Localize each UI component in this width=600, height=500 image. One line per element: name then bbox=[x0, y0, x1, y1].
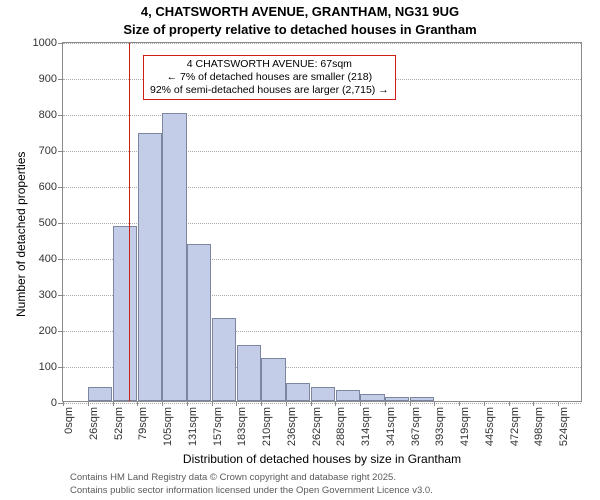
annotation-line: 4 CHATSWORTH AVENUE: 67sqm bbox=[150, 58, 389, 71]
bar bbox=[113, 226, 137, 401]
x-tick-label: 52sqm bbox=[113, 407, 125, 440]
bar bbox=[261, 358, 285, 401]
y-tick-label: 200 bbox=[39, 325, 63, 337]
x-tick-label: 79sqm bbox=[137, 407, 149, 440]
plot-area: 010020030040050060070080090010000sqm26sq… bbox=[62, 42, 582, 402]
x-tick-label: 26sqm bbox=[88, 407, 100, 440]
y-tick-label: 600 bbox=[39, 181, 63, 193]
bar bbox=[88, 387, 112, 401]
x-tick bbox=[187, 401, 188, 406]
bar bbox=[187, 244, 211, 401]
x-tick bbox=[286, 401, 287, 406]
bar bbox=[162, 113, 186, 401]
x-tick-label: 105sqm bbox=[162, 407, 174, 446]
x-tick bbox=[236, 401, 237, 406]
x-tick bbox=[212, 401, 213, 406]
x-tick-label: 419sqm bbox=[459, 407, 471, 446]
x-tick bbox=[385, 401, 386, 406]
x-tick-label: 236sqm bbox=[286, 407, 298, 446]
x-tick bbox=[311, 401, 312, 406]
bar bbox=[385, 397, 409, 401]
chart-title-line2: Size of property relative to detached ho… bbox=[0, 22, 600, 37]
y-tick-label: 900 bbox=[39, 73, 63, 85]
bar bbox=[286, 383, 310, 401]
y-axis-label: Number of detached properties bbox=[14, 152, 28, 317]
bar bbox=[311, 387, 335, 401]
y-tick-label: 0 bbox=[51, 397, 63, 409]
x-axis-label: Distribution of detached houses by size … bbox=[62, 452, 582, 466]
x-tick-label: 341sqm bbox=[385, 407, 397, 446]
x-tick bbox=[113, 401, 114, 406]
x-tick bbox=[162, 401, 163, 406]
bar bbox=[237, 345, 261, 401]
bar bbox=[360, 394, 384, 401]
y-tick-label: 100 bbox=[39, 361, 63, 373]
bar bbox=[336, 390, 360, 401]
marker-line bbox=[129, 43, 130, 401]
x-tick-label: 314sqm bbox=[360, 407, 372, 446]
bar bbox=[138, 133, 162, 401]
gridline bbox=[63, 43, 581, 44]
x-tick-label: 445sqm bbox=[484, 407, 496, 446]
x-tick-label: 210sqm bbox=[261, 407, 273, 446]
x-tick-label: 393sqm bbox=[434, 407, 446, 446]
x-tick bbox=[137, 401, 138, 406]
y-tick-label: 800 bbox=[39, 109, 63, 121]
x-tick-label: 0sqm bbox=[63, 407, 75, 434]
annotation-box: 4 CHATSWORTH AVENUE: 67sqm← 7% of detach… bbox=[143, 55, 396, 100]
footer-line2: Contains public sector information licen… bbox=[70, 485, 433, 496]
x-tick-label: 183sqm bbox=[236, 407, 248, 446]
x-tick-label: 262sqm bbox=[311, 407, 323, 446]
x-tick bbox=[360, 401, 361, 406]
x-tick-label: 288sqm bbox=[335, 407, 347, 446]
x-tick bbox=[509, 401, 510, 406]
x-tick-label: 472sqm bbox=[509, 407, 521, 446]
x-tick bbox=[261, 401, 262, 406]
annotation-line: ← 7% of detached houses are smaller (218… bbox=[150, 71, 389, 84]
x-tick bbox=[434, 401, 435, 406]
annotation-line: 92% of semi-detached houses are larger (… bbox=[150, 84, 389, 97]
x-tick bbox=[533, 401, 534, 406]
y-tick-label: 300 bbox=[39, 289, 63, 301]
chart-title-line1: 4, CHATSWORTH AVENUE, GRANTHAM, NG31 9UG bbox=[0, 4, 600, 19]
y-tick-label: 700 bbox=[39, 145, 63, 157]
x-tick-label: 524sqm bbox=[558, 407, 570, 446]
x-tick-label: 498sqm bbox=[533, 407, 545, 446]
footer-line1: Contains HM Land Registry data © Crown c… bbox=[70, 472, 396, 483]
x-tick-label: 131sqm bbox=[187, 407, 199, 446]
x-tick-label: 157sqm bbox=[212, 407, 224, 446]
x-tick bbox=[335, 401, 336, 406]
x-tick bbox=[484, 401, 485, 406]
x-tick bbox=[88, 401, 89, 406]
y-tick-label: 500 bbox=[39, 217, 63, 229]
gridline bbox=[63, 403, 581, 404]
gridline bbox=[63, 115, 581, 116]
x-tick-label: 367sqm bbox=[410, 407, 422, 446]
y-tick-label: 1000 bbox=[33, 37, 63, 49]
x-tick bbox=[63, 401, 64, 406]
bar bbox=[410, 397, 434, 401]
y-tick-label: 400 bbox=[39, 253, 63, 265]
bar bbox=[212, 318, 236, 401]
x-tick bbox=[459, 401, 460, 406]
x-tick bbox=[558, 401, 559, 406]
x-tick bbox=[410, 401, 411, 406]
